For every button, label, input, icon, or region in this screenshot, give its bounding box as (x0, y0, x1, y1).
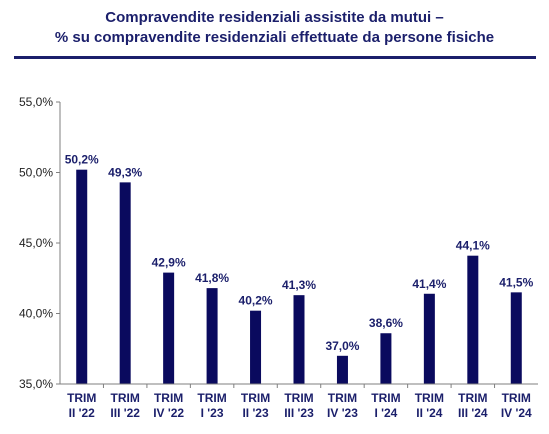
y-tick-label: 40,0% (19, 307, 53, 321)
x-tick-label: TRIM (371, 391, 400, 405)
data-label: 49,3% (108, 165, 142, 179)
bar (467, 255, 479, 384)
x-tick-label: I '24 (374, 406, 397, 420)
data-label: 41,8% (195, 271, 229, 285)
x-tick-label: TRIM (197, 391, 226, 405)
x-tick-label: TRIM (67, 391, 96, 405)
x-tick-label: TRIM (502, 391, 531, 405)
x-tick-label: III '23 (284, 406, 314, 420)
bars (76, 169, 522, 384)
bar (250, 310, 262, 384)
y-tick-label: 35,0% (19, 377, 53, 391)
data-label: 37,0% (325, 339, 359, 353)
y-tick-label: 50,0% (19, 166, 53, 180)
chart-title-line1: Compravendite residenziali assistite da … (105, 9, 444, 26)
data-label: 41,4% (412, 277, 446, 291)
x-tick-label: III '24 (458, 406, 488, 420)
title-divider (14, 56, 536, 59)
bar (293, 295, 305, 384)
data-label: 41,3% (282, 278, 316, 292)
data-label: 40,2% (239, 294, 273, 308)
x-tick-label: IV '24 (501, 406, 532, 420)
data-label: 38,6% (369, 316, 403, 330)
x-tick-label: III '22 (110, 406, 140, 420)
data-label: 44,1% (456, 239, 490, 253)
x-tick-label: I '23 (201, 406, 224, 420)
bar (423, 293, 435, 384)
chart-title-line2: % su compravendite residenziali effettua… (54, 29, 495, 46)
bar (119, 182, 131, 384)
x-tick-label: TRIM (328, 391, 357, 405)
y-tick-label: 55,0% (19, 95, 53, 109)
x-tick-label: TRIM (154, 391, 183, 405)
bar (76, 169, 88, 384)
bar (380, 333, 392, 384)
x-tick-label: IV '22 (153, 406, 184, 420)
x-tick-label: TRIM (415, 391, 444, 405)
data-label: 42,9% (152, 256, 186, 270)
y-tick-label: 45,0% (19, 236, 53, 250)
chart-title: Compravendite residenziali assistite da … (0, 8, 549, 48)
x-tick-label: TRIM (241, 391, 270, 405)
x-tick-label: II '24 (416, 406, 443, 420)
x-tick-label: TRIM (284, 391, 313, 405)
bar (510, 292, 522, 384)
x-tick-label: II '23 (242, 406, 269, 420)
data-labels: 50,2% 49,3% 42,9% 41,8% 40,2% 41,3% 37,0% 38,6%… (65, 153, 534, 353)
bar (336, 355, 348, 384)
y-axis: 35,0% 40,0% 45,0% 50,0% 55,0% (19, 95, 61, 391)
bar (206, 288, 218, 384)
data-label: 50,2% (65, 153, 99, 167)
x-tick-label: II '22 (69, 406, 96, 420)
bar (163, 272, 175, 384)
x-tick-label: TRIM (458, 391, 487, 405)
x-tick-label: IV '23 (327, 406, 358, 420)
data-label: 41,5% (499, 275, 533, 289)
x-tick-label: TRIM (111, 391, 140, 405)
